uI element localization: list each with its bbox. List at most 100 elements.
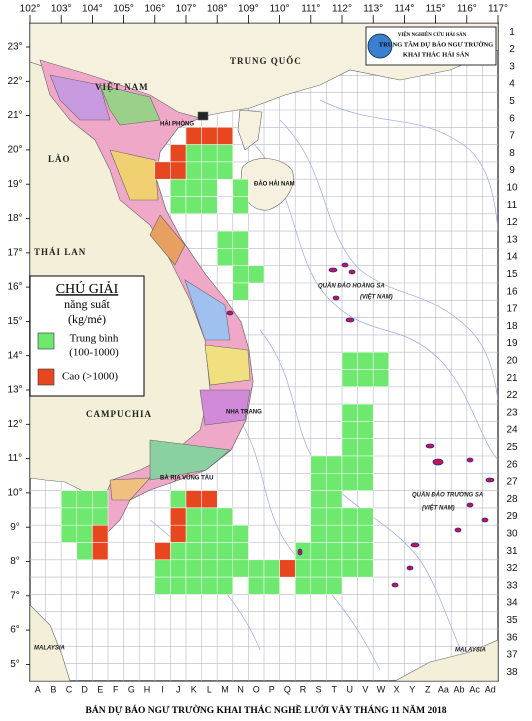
fishing-cell: [341, 542, 358, 561]
row-label: 21: [506, 373, 518, 384]
axes: 102° 103° 104° 105° 106° 107° 108° 109° 110° 111°…: [7, 4, 518, 695]
lat-tick-label: 23°: [7, 42, 22, 53]
fishing-cell: [372, 351, 390, 370]
province: [149, 214, 186, 266]
fishing-cell: [357, 403, 374, 422]
hai-phong-marker: [197, 111, 209, 121]
fishing-cell: [185, 127, 202, 145]
lon-tick-label: 106°: [144, 4, 165, 15]
lat-tick-label: 22°: [7, 76, 22, 87]
row-label: 11: [507, 200, 518, 211]
row-label: 16: [506, 286, 518, 297]
fishing-cell: [185, 542, 202, 561]
fishing-cell: [201, 542, 218, 561]
fishing-cell: [216, 248, 234, 266]
country-label: VIỆT NAM: [95, 82, 149, 92]
province: [184, 279, 231, 341]
row-label: 5: [509, 96, 515, 107]
row-label: 30: [506, 528, 518, 539]
fishing-cell: [170, 576, 187, 595]
fishing-cell: [92, 507, 109, 526]
fishing-cell: [310, 473, 327, 491]
lat-tick-label: 5°: [10, 659, 20, 670]
column-label: L: [207, 684, 212, 694]
fishing-cell: [248, 576, 265, 595]
legend-title: CHÚ GIẢI: [56, 280, 119, 297]
fishing-cell: [232, 282, 249, 301]
legend-label: (100-1000): [69, 347, 119, 359]
fishing-cell: [185, 144, 202, 163]
province: [204, 344, 251, 386]
column-label: R: [300, 684, 307, 694]
column-label: U: [347, 684, 354, 694]
lat-tick-label: 10°: [7, 488, 22, 499]
row-label: 6: [509, 113, 515, 124]
row-label: 37: [506, 650, 518, 661]
row-label: 9: [509, 165, 515, 176]
column-label: A: [35, 684, 41, 694]
country-label: MALAYSIA: [455, 648, 486, 654]
fishing-cell: [341, 507, 358, 526]
legend-subtitle: năng suất: [64, 297, 110, 311]
row-label: 18: [506, 321, 518, 332]
fishing-cell: [372, 369, 390, 388]
province: [149, 439, 231, 481]
lat-tick-label: 12°: [7, 419, 22, 430]
fishing-cell: [201, 559, 218, 578]
lon-tick-label: 117°: [488, 4, 508, 15]
fishing-cell: [185, 196, 202, 215]
fishing-cell: [154, 576, 171, 595]
lat-tick-label: 16°: [7, 282, 22, 293]
fishing-cell: [76, 507, 93, 526]
column-label: J: [176, 684, 181, 694]
column-label: B: [50, 684, 56, 694]
fishing-cell: [263, 559, 280, 578]
place-label: HẢI PHÒNG: [160, 120, 194, 128]
column-label: K: [191, 684, 197, 694]
row-label: 20: [506, 355, 518, 366]
archipelago-label: (VIỆT NAM): [360, 293, 393, 301]
fishing-cell: [201, 127, 218, 145]
row-label: 10: [506, 182, 518, 193]
fishing-cell: [341, 473, 358, 491]
row-label: 8: [509, 148, 515, 159]
row-label: 27: [506, 477, 518, 488]
lon-tick-label: 111°: [301, 4, 320, 15]
fishing-cell: [294, 576, 312, 595]
fishing-cell: [232, 178, 249, 197]
fishing-cell: [60, 490, 78, 509]
column-label: Q: [284, 684, 291, 694]
lat-tick-label: 13°: [7, 385, 22, 396]
fishing-cell: [326, 490, 343, 509]
place-label: BÀ RỊA VŨNG TÀU: [160, 475, 213, 482]
row-label: 31: [506, 546, 518, 557]
legend-label: Trung bình: [70, 333, 119, 345]
lon-tick-label: 113°: [363, 4, 383, 15]
row-label: 1: [509, 27, 515, 38]
fishing-cell: [216, 230, 234, 249]
fishing-cell: [310, 524, 327, 543]
archipelago-label: QUẦN ĐẢO HOÀNG SA: [318, 283, 385, 290]
fishing-cell: [232, 248, 249, 266]
legend-swatch: [37, 332, 55, 350]
fishing-cell: [154, 559, 171, 578]
fishing-cell: [170, 196, 187, 215]
fishing-cell: [341, 351, 358, 370]
archipelago-label: (VIỆT NAM): [422, 504, 455, 512]
fishing-cell: [201, 161, 218, 180]
row-label: 26: [506, 459, 518, 470]
fishing-cell: [76, 490, 93, 509]
row-label: 36: [506, 632, 518, 643]
lon-tick-label: 107°: [176, 4, 197, 15]
fishing-cell: [341, 559, 358, 578]
center-name: TRUNG TÂM DỰ BÁO NGƯ TRƯỜNG: [379, 40, 493, 48]
fishing-cell: [341, 524, 358, 543]
column-label: W: [377, 684, 386, 694]
header-box: VIỆN NGHIÊN CỨU HẢI SẢN TRUNG TÂM DỰ BÁO…: [365, 26, 497, 66]
fishing-cell: [216, 144, 234, 163]
lat-tick-label: 9°: [10, 522, 20, 533]
column-label: C: [66, 684, 73, 694]
fishing-cell: [341, 455, 358, 474]
column-label: N: [237, 684, 244, 694]
